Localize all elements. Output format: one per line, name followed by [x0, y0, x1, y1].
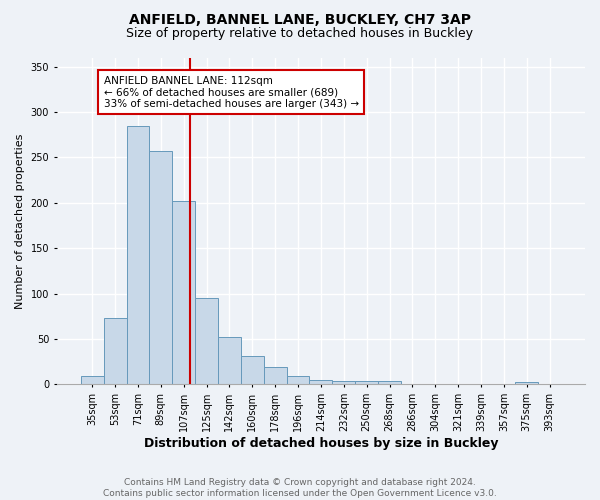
Bar — [127, 126, 149, 384]
X-axis label: Distribution of detached houses by size in Buckley: Distribution of detached houses by size … — [143, 437, 498, 450]
Bar — [81, 376, 104, 384]
Text: Contains HM Land Registry data © Crown copyright and database right 2024.
Contai: Contains HM Land Registry data © Crown c… — [103, 478, 497, 498]
Bar — [355, 381, 378, 384]
Bar — [378, 381, 401, 384]
Text: ANFIELD, BANNEL LANE, BUCKLEY, CH7 3AP: ANFIELD, BANNEL LANE, BUCKLEY, CH7 3AP — [129, 12, 471, 26]
Bar — [172, 201, 195, 384]
Bar — [195, 298, 218, 384]
Bar — [149, 151, 172, 384]
Bar — [218, 337, 241, 384]
Bar — [264, 367, 287, 384]
Y-axis label: Number of detached properties: Number of detached properties — [15, 134, 25, 308]
Bar — [104, 318, 127, 384]
Bar — [310, 380, 332, 384]
Bar — [515, 382, 538, 384]
Text: Size of property relative to detached houses in Buckley: Size of property relative to detached ho… — [127, 28, 473, 40]
Bar — [287, 376, 310, 384]
Text: ANFIELD BANNEL LANE: 112sqm
← 66% of detached houses are smaller (689)
33% of se: ANFIELD BANNEL LANE: 112sqm ← 66% of det… — [104, 76, 359, 109]
Bar — [332, 381, 355, 384]
Bar — [241, 356, 264, 384]
